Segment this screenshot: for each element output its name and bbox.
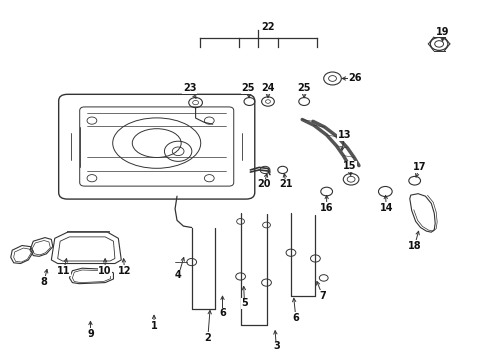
Text: 6: 6 xyxy=(219,308,225,318)
Text: 17: 17 xyxy=(412,162,426,172)
Text: 23: 23 xyxy=(183,83,196,93)
Text: 20: 20 xyxy=(257,179,270,189)
Text: 18: 18 xyxy=(407,240,421,251)
Text: 19: 19 xyxy=(435,27,448,37)
Text: 24: 24 xyxy=(261,83,274,93)
Text: 3: 3 xyxy=(272,341,279,351)
Text: 25: 25 xyxy=(297,83,310,93)
Text: 7: 7 xyxy=(319,291,325,301)
Text: 16: 16 xyxy=(319,203,333,213)
Text: 8: 8 xyxy=(41,276,47,287)
Text: 12: 12 xyxy=(118,266,131,276)
Text: 26: 26 xyxy=(347,73,361,84)
Text: 2: 2 xyxy=(204,333,211,343)
Text: 15: 15 xyxy=(342,161,356,171)
Text: 4: 4 xyxy=(175,270,182,280)
Text: 22: 22 xyxy=(261,22,274,32)
Text: 25: 25 xyxy=(241,83,255,93)
Text: 6: 6 xyxy=(292,312,299,323)
Text: 13: 13 xyxy=(337,130,351,140)
Text: 14: 14 xyxy=(379,203,392,213)
Text: 21: 21 xyxy=(279,179,292,189)
Text: 11: 11 xyxy=(57,266,70,276)
Text: 5: 5 xyxy=(241,298,247,308)
Text: 9: 9 xyxy=(87,329,94,339)
Text: 10: 10 xyxy=(98,266,112,276)
Text: 1: 1 xyxy=(150,321,157,331)
